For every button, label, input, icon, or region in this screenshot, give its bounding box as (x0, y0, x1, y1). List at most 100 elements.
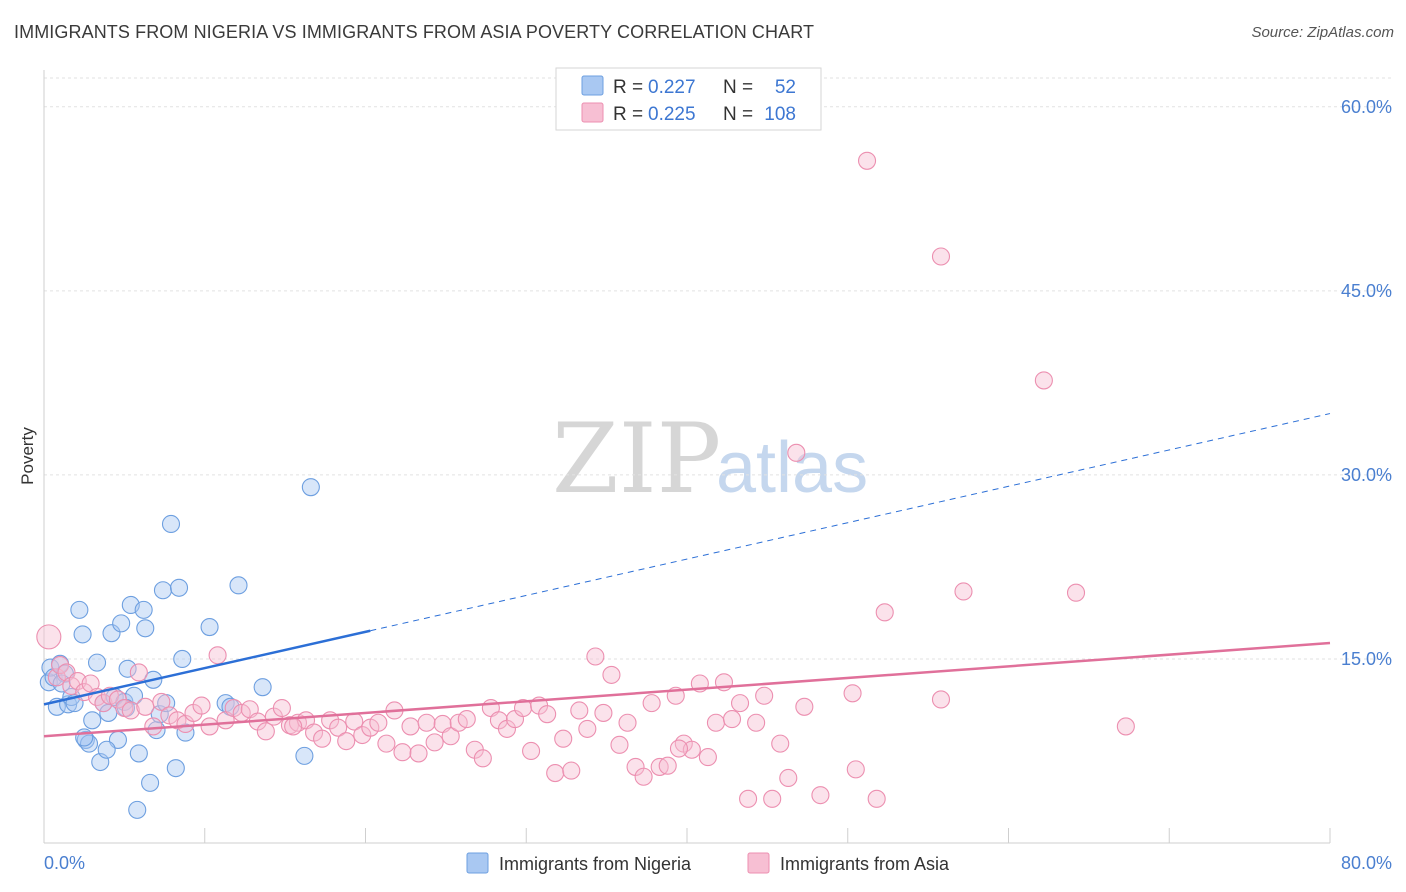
nigeria-point (166, 759, 185, 778)
stats-r-label-nigeria: R = (613, 77, 643, 98)
nigeria-point (134, 600, 153, 619)
asia-point (329, 718, 348, 737)
nigeria-point (112, 614, 131, 633)
asia-point (811, 786, 830, 805)
series-asia-points (36, 151, 1135, 808)
asia-point (755, 686, 774, 705)
bottom-legend: Immigrants from Nigeria Immigrants from … (466, 852, 950, 874)
asia-point (272, 698, 291, 718)
nigeria-point (229, 576, 248, 595)
stats-legend-box: R = 0.227 N = 52 R = 0.225 N = 108 (555, 67, 822, 131)
asia-point (94, 694, 113, 713)
y-tick-label: 60.0% (1341, 97, 1392, 117)
nigeria-point (118, 659, 137, 678)
y-tick-label: 45.0% (1341, 281, 1392, 301)
asia-point (602, 665, 621, 684)
nigeria-point (295, 746, 314, 765)
nigeria-point (136, 619, 155, 638)
asia-point (554, 729, 573, 748)
asia-point (425, 733, 444, 752)
x-tick-label-max: 80.0% (1341, 853, 1392, 873)
nigeria-point (87, 653, 107, 672)
asia-point (1034, 371, 1053, 390)
watermark-zip: ZIP (552, 403, 721, 515)
y-tick-labels: 15.0% 30.0% 45.0% 60.0% (1341, 97, 1392, 669)
asia-point (337, 732, 356, 751)
asia-trend-line (43, 641, 1331, 738)
nigeria-point (75, 728, 94, 747)
asia-point (409, 744, 428, 763)
asia-point (144, 717, 163, 736)
asia-point (857, 151, 877, 170)
asia-point (698, 748, 717, 767)
nigeria-point (102, 624, 121, 643)
stats-swatch-asia (581, 102, 604, 123)
asia-point (546, 764, 565, 783)
asia-point (658, 756, 677, 775)
asia-point (1066, 583, 1086, 602)
source-credit: Source: ZipAtlas.com (1251, 24, 1394, 41)
nigeria-point (141, 773, 160, 792)
asia-point (931, 690, 951, 709)
stats-r-value-asia: 0.225 (648, 104, 696, 125)
asia-point (513, 698, 533, 718)
asia-point (618, 713, 637, 732)
asia-point (441, 727, 460, 746)
nigeria-point (129, 744, 148, 763)
y-axis-label: Poverty (18, 427, 37, 485)
x-tick-label-min: 0.0% (44, 853, 85, 873)
asia-point (538, 705, 557, 724)
nigeria-point (97, 740, 116, 759)
asia-point (634, 767, 653, 786)
nigeria-point (153, 581, 173, 600)
watermark-atlas: atlas (716, 428, 868, 508)
stats-n-value-nigeria: 52 (775, 77, 796, 98)
asia-point (730, 694, 750, 713)
asia-point (36, 624, 62, 650)
nigeria-point (173, 649, 192, 669)
nigeria-point (79, 734, 99, 753)
stats-r-value-nigeria: 0.227 (648, 77, 696, 98)
nigeria-point (161, 514, 181, 534)
asia-point (779, 768, 798, 788)
asia-point (313, 729, 332, 748)
asia-point (846, 760, 865, 779)
nigeria-point (70, 600, 89, 619)
asia-point (51, 656, 70, 675)
chart-title: IMMIGRANTS FROM NIGERIA VS IMMIGRANTS FR… (14, 22, 815, 42)
y-tick-label: 30.0% (1341, 465, 1392, 485)
legend-swatch-asia (747, 852, 770, 874)
asia-point (369, 713, 388, 732)
asia-point (669, 739, 689, 758)
asia-point (706, 713, 725, 732)
asia-point (152, 692, 171, 711)
stats-swatch-nigeria (581, 75, 604, 96)
y-tick-label: 15.0% (1341, 649, 1392, 669)
asia-point (136, 697, 155, 716)
asia-point (578, 719, 597, 738)
nigeria-point (73, 625, 92, 644)
asia-point (795, 697, 814, 716)
asia-point (401, 717, 420, 736)
asia-point (129, 663, 148, 682)
asia-point (121, 701, 140, 720)
asia-point (747, 713, 766, 732)
asia-point (771, 734, 790, 753)
x-axis-ticks (204, 828, 1331, 843)
asia-point (787, 443, 806, 462)
asia-point (739, 789, 758, 808)
nigeria-point (169, 578, 189, 597)
nigeria-point (200, 618, 219, 637)
asia-point (954, 582, 973, 601)
asia-point (192, 696, 211, 715)
nigeria-point (83, 711, 102, 730)
asia-point (1116, 717, 1135, 736)
legend-label-asia: Immigrants from Asia (780, 854, 950, 874)
asia-point (594, 703, 613, 722)
asia-point (843, 684, 862, 703)
asia-point (875, 603, 894, 622)
stats-n-label-asia: N = (723, 104, 753, 125)
asia-point (867, 789, 886, 808)
asia-point (377, 734, 396, 753)
